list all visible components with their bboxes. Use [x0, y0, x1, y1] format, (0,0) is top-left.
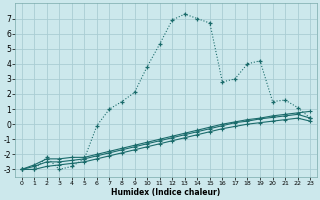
X-axis label: Humidex (Indice chaleur): Humidex (Indice chaleur) [111, 188, 220, 197]
